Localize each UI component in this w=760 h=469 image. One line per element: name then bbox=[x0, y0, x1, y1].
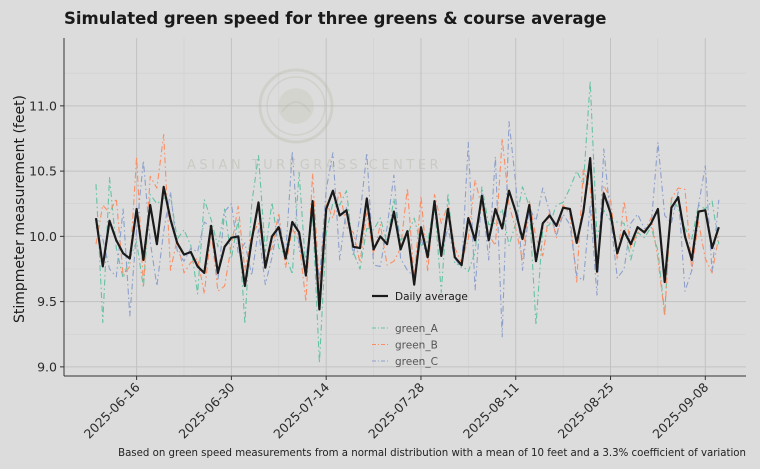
y-tick-label: 11.0 bbox=[29, 98, 57, 113]
legend-label-green-a: green_A bbox=[395, 323, 439, 335]
chart-title: Simulated green speed for three greens &… bbox=[64, 9, 607, 28]
series-line-green-c bbox=[95, 120, 720, 338]
watermark-text: ASIAN TURFGRASS CENTER bbox=[187, 158, 442, 173]
legend-label-green-b: green_B bbox=[395, 340, 438, 352]
y-tick-label: 10.5 bbox=[29, 164, 57, 179]
x-tick-label: 2025-07-14 bbox=[270, 379, 332, 441]
chart-caption: Based on green speed measurements from a… bbox=[118, 448, 746, 459]
x-tick-label: 2025-06-16 bbox=[81, 379, 143, 441]
series-line-green-b bbox=[95, 134, 720, 317]
x-tick-label: 2025-06-30 bbox=[176, 379, 238, 441]
y-tick-label: 9.0 bbox=[37, 359, 57, 374]
x-tick-label: 2025-08-11 bbox=[460, 380, 522, 442]
x-tick-label: 2025-08-25 bbox=[555, 380, 617, 442]
legend-label-green-c: green_C bbox=[395, 356, 438, 368]
legend-label-daily-average: Daily average bbox=[395, 291, 468, 303]
y-tick-label: 9.5 bbox=[37, 294, 57, 309]
legend: Daily average green_A green_B green_C bbox=[372, 291, 468, 368]
series-line-green-a bbox=[95, 80, 720, 364]
watermark: ASIAN TURFGRASS CENTER bbox=[187, 68, 442, 173]
series-layer bbox=[94, 80, 720, 364]
series-line-daily-average bbox=[94, 157, 720, 311]
y-axis-label: Stimpmeter measurement (feet) bbox=[12, 95, 28, 323]
x-tick-label: 2025-07-28 bbox=[365, 379, 427, 441]
y-tick-label: 10.0 bbox=[29, 229, 57, 244]
x-tick-label: 2025-09-08 bbox=[649, 379, 711, 441]
